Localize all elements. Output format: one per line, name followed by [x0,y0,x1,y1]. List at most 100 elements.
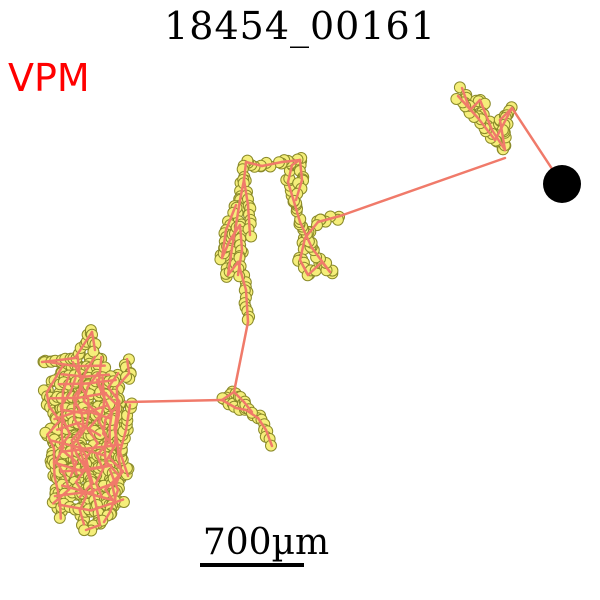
trace-segment [115,399,119,417]
trace-segment [244,288,250,324]
trace-segment [59,468,88,473]
trace-segment [220,238,232,260]
trace-segment [70,444,74,462]
trace-segment [490,128,507,152]
trace-segment [256,416,268,432]
trace-segment [230,223,238,250]
trace-segment [228,223,242,242]
trace-segment [238,223,244,252]
trace-segment [338,156,507,218]
trace-segment [57,503,93,512]
region-label: VPM [8,56,90,100]
trace-segment [88,478,98,507]
trace-segment [264,428,274,448]
trace-segment [478,98,494,132]
trace-segment [306,260,324,277]
trace-segment [45,360,77,368]
trace-segment [53,363,65,380]
trace-segment [84,355,97,373]
trace-segment [232,320,250,394]
trace-segment [70,425,85,442]
trace-segment [58,503,63,520]
trace-segment [476,116,497,142]
trace-segment [125,357,131,375]
soma-marker [543,165,581,203]
trace-segment [220,228,228,260]
trace-segment [98,355,103,373]
trace-marker [245,230,258,243]
trace-segment [84,463,113,471]
trace-segment [244,408,260,420]
trace-segment [108,488,120,514]
trace-segment [115,371,131,389]
trace-segment [52,461,56,478]
trace-segment [220,398,238,410]
trace-segment [298,220,314,250]
trace-segment [58,356,77,362]
trace-segment [83,373,111,378]
trace-segment [73,330,94,360]
trace-segment [97,383,107,401]
trace-marker [125,397,138,410]
trace-segment [242,178,250,207]
trace-segment [84,411,91,429]
trace-segment [45,377,57,394]
trace-segment [260,160,284,168]
trace-segment [78,509,86,526]
trace-segment [113,413,118,431]
trace-segment [80,411,85,428]
trace-segment [101,418,107,435]
trace-segment [104,460,121,477]
trace-segment [45,391,51,408]
trace-segment [232,390,246,404]
trace-segment [117,455,123,473]
trace-segment [498,118,507,152]
trace-segment [234,198,242,227]
figure-title: 18454_00161 [164,4,436,48]
trace-segment [40,358,62,364]
marker-layer [37,81,518,537]
trace-segment [280,158,302,164]
trace-segment [57,382,89,386]
trace-segment [123,398,224,404]
trace-segment [53,408,84,421]
trace-segment [118,428,128,454]
trace-segment [48,439,87,451]
trace-segment [85,378,118,385]
trace-segment [77,421,102,437]
trace-segment [242,400,254,414]
trace-segment [298,158,304,182]
trace-segment [224,203,238,232]
trace-segment [118,450,130,478]
trace-segment [293,203,302,224]
trace-segment [82,399,102,417]
trace-segment [114,414,120,431]
trace-segment [75,425,88,443]
trace-segment [108,468,120,492]
trace-segment [90,330,97,352]
trace-segment [82,491,115,502]
trace-segment [124,403,132,432]
trace-segment [286,163,294,184]
trace-segment [108,411,114,429]
trace-segment [81,447,107,457]
trace-segment [310,246,332,274]
trace-segment [46,419,62,436]
trace-line-layer [40,86,564,532]
trace-segment [83,443,122,451]
trace-segment [71,458,78,476]
trace-segment [234,406,248,412]
trace-segment [244,160,264,168]
trace-segment [81,408,113,420]
trace-segment [103,397,114,415]
scale-bar-label: 700µm [202,522,330,563]
scale-bar [200,563,304,567]
trace-segment [87,427,99,445]
trace-segment [84,523,102,532]
trace-segment [226,246,234,277]
trace-segment [298,258,310,277]
trace-segment [76,355,81,372]
trace-segment [298,236,307,262]
trace-segment [59,408,86,415]
